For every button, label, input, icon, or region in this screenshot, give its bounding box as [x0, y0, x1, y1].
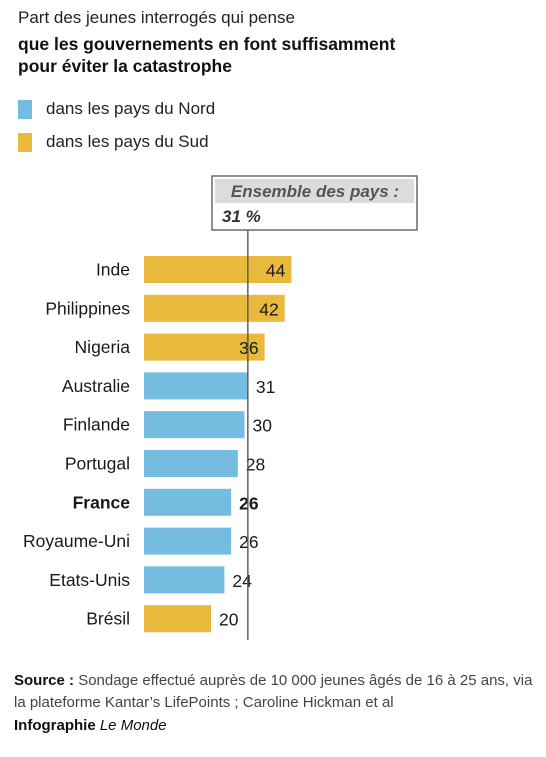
bar-inde — [144, 256, 292, 283]
category-label-inde: Inde — [96, 260, 130, 280]
value-label-etats-unis: 24 — [232, 571, 252, 591]
category-label-royaume-uni: Royaume-Uni — [23, 531, 130, 551]
value-label-bresil: 20 — [219, 610, 239, 630]
credit-name: Le Monde — [99, 717, 167, 734]
bar-portugal — [144, 450, 238, 477]
source-label: Source : — [14, 672, 75, 689]
value-label-portugal: 28 — [246, 455, 265, 475]
bar-chart: Inde 44 Philippines 42 Nigeria 36 Australie 31 F… — [23, 175, 418, 640]
bar-nigeria — [144, 333, 265, 361]
credit: Infographie Le Monde — [14, 717, 167, 734]
chart-title-line-1: que les gouvernements en font suffisamme… — [18, 34, 396, 54]
chart-title-line-2: pour éviter la catastrophe — [18, 56, 232, 76]
category-label-nigeria: Nigeria — [75, 337, 131, 357]
bar-royaume-uni — [144, 527, 232, 555]
source-text: Sondage effectué auprès de 10 000 jeunes… — [14, 672, 533, 711]
bar-etats-unis — [144, 566, 225, 594]
value-label-australie: 31 — [256, 377, 275, 397]
source-note: Source : Sondage effectué auprès de 10 0… — [14, 670, 539, 714]
value-label-inde: 44 — [266, 261, 286, 281]
legend-swatch-nord — [18, 99, 32, 119]
reference-value: 31 % — [222, 207, 261, 226]
bar-bresil — [144, 605, 211, 633]
value-label-royaume-uni: 26 — [239, 532, 258, 552]
category-label-etats-unis: Etats-Unis — [49, 570, 130, 590]
value-label-philippines: 42 — [259, 299, 278, 319]
bar-finlande — [144, 411, 245, 439]
legend-item-sud: dans les pays du Sud — [18, 130, 209, 154]
value-label-finlande: 30 — [253, 416, 273, 436]
reference-label: Ensemble des pays : — [231, 182, 399, 201]
chart-subtitle: Part des jeunes interrogés qui pense — [18, 8, 295, 27]
chart-title: que les gouvernements en font suffisamme… — [18, 33, 518, 77]
category-label-france: France — [73, 492, 131, 512]
legend-swatch-sud — [18, 132, 32, 152]
category-label-bresil: Brésil — [86, 609, 130, 629]
bar-france — [144, 488, 232, 516]
legend-label-sud: dans les pays du Sud — [46, 132, 209, 151]
value-label-nigeria: 36 — [239, 338, 258, 358]
legend-item-nord: dans les pays du Nord — [18, 97, 215, 121]
category-label-philippines: Philippines — [45, 298, 130, 318]
reference-box-header — [215, 179, 414, 203]
value-label-france: 26 — [239, 493, 259, 513]
category-label-portugal: Portugal — [65, 454, 130, 474]
credit-prefix: Infographie — [14, 717, 96, 734]
bar-australie — [144, 372, 248, 400]
legend-label-nord: dans les pays du Nord — [46, 99, 216, 118]
bar-philippines — [144, 294, 285, 322]
category-label-australie: Australie — [62, 376, 130, 396]
category-label-finlande: Finlande — [63, 415, 130, 435]
